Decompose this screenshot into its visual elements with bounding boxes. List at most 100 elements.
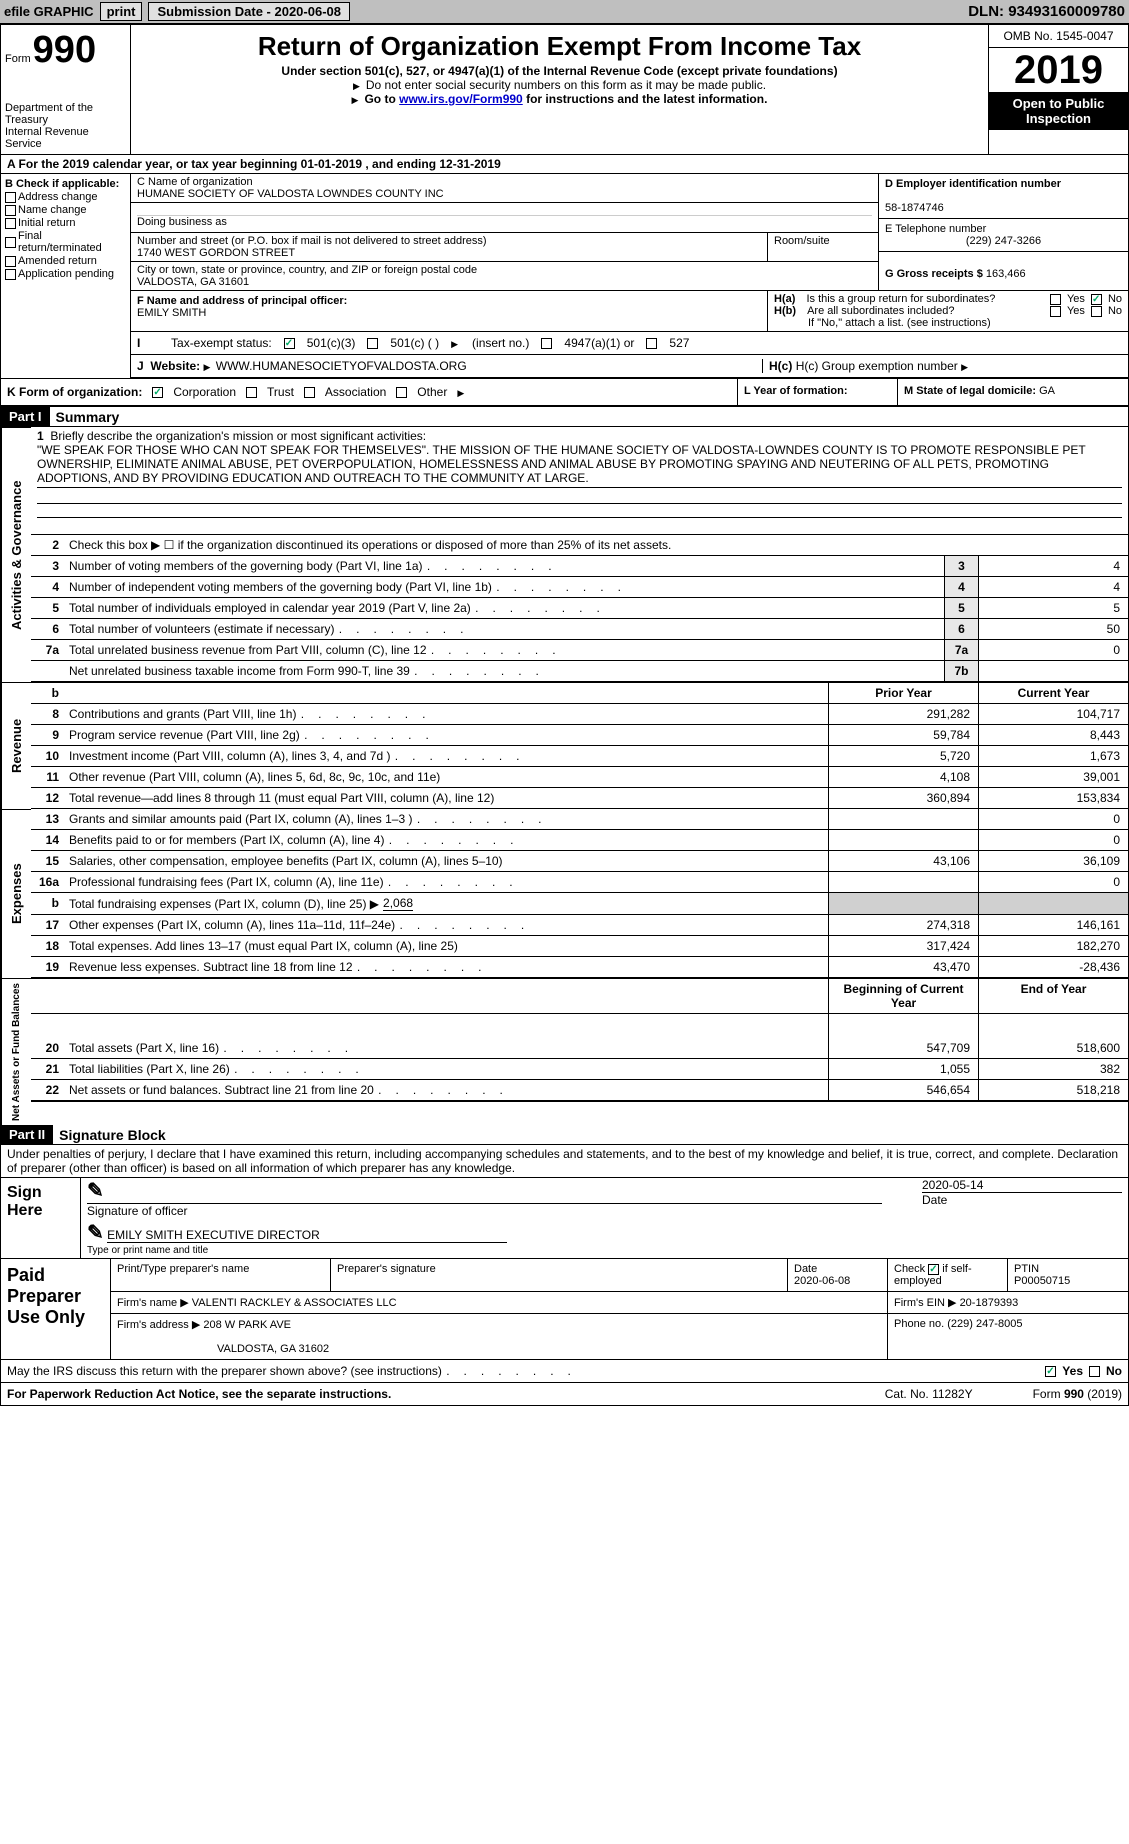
checkbox[interactable]	[646, 338, 657, 349]
line-14: 14Benefits paid to or for members (Part …	[31, 830, 1128, 851]
form-number: 990	[33, 29, 96, 72]
line-19: 19Revenue less expenses. Subtract line 1…	[31, 957, 1128, 978]
checkbox[interactable]	[5, 205, 16, 216]
line-16b: b Total fundraising expenses (Part IX, c…	[31, 893, 1128, 915]
arrow-icon	[352, 92, 361, 106]
line-13: 13Grants and similar amounts paid (Part …	[31, 809, 1128, 830]
dba-field: Doing business as	[131, 203, 878, 233]
line-8: 8Contributions and grants (Part VIII, li…	[31, 704, 1128, 725]
checkbox[interactable]	[246, 387, 257, 398]
checkbox[interactable]	[5, 218, 16, 229]
row-i-tax-status: I Tax-exempt status: 501(c)(3) 501(c) ( …	[131, 332, 1128, 355]
checkbox[interactable]	[304, 387, 315, 398]
self-employed-checkbox[interactable]	[928, 1264, 939, 1275]
checkbox[interactable]	[5, 192, 16, 203]
checkbox[interactable]	[396, 387, 407, 398]
goto-post: for instructions and the latest informat…	[526, 92, 767, 106]
line-5: 5Total number of individuals employed in…	[31, 598, 1128, 619]
dept-label: Department of the Treasury Internal Reve…	[5, 102, 126, 150]
checkbox[interactable]	[5, 237, 16, 248]
city-field: City or town, state or province, country…	[131, 262, 878, 290]
line-3: 3Number of voting members of the governi…	[31, 556, 1128, 577]
box-e-telephone: E Telephone number (229) 247-3266	[879, 219, 1128, 252]
prior-current-header: b Prior Year Current Year	[31, 682, 1128, 704]
box-f-officer: F Name and address of principal officer:…	[131, 291, 768, 331]
box-d-ein: D Employer identification number 58-1874…	[879, 174, 1128, 219]
checkbox[interactable]	[367, 338, 378, 349]
line-7a: 7aTotal unrelated business revenue from …	[31, 640, 1128, 661]
omb-label: OMB No. 1545-0047	[989, 25, 1128, 48]
header-right: OMB No. 1545-0047 2019 Open to Public In…	[988, 25, 1128, 154]
footer-row: For Paperwork Reduction Act Notice, see …	[1, 1383, 1128, 1405]
row-a-tax-year: A For the 2019 calendar year, or tax yea…	[1, 155, 1128, 174]
header-center: Return of Organization Exempt From Incom…	[131, 25, 988, 154]
row-j-website: J Website: WWW.HUMANESOCIETYOFVALDOSTA.O…	[131, 355, 1128, 378]
line-22: 22Net assets or fund balances. Subtract …	[31, 1080, 1128, 1102]
arrow-icon	[353, 78, 362, 92]
efile-label: efile GRAPHIC	[4, 4, 94, 19]
header-left: Form 990 Department of the Treasury Inte…	[1, 25, 131, 154]
form-header: Form 990 Department of the Treasury Inte…	[1, 25, 1128, 155]
address-field: Number and street (or P.O. box if mail i…	[131, 233, 768, 261]
checkbox[interactable]	[1089, 1366, 1100, 1377]
box-m: M State of legal domicile: GA	[898, 379, 1128, 405]
checkbox[interactable]	[1045, 1366, 1056, 1377]
paid-preparer-section: Paid Preparer Use Only Print/Type prepar…	[1, 1259, 1128, 1360]
row-klm: K Form of organization: Corporation Trus…	[1, 379, 1128, 407]
line-2: 2 Check this box ▶ ☐ if the organization…	[31, 535, 1128, 556]
form-prefix: Form	[5, 53, 31, 65]
top-bar: efile GRAPHIC print Submission Date - 20…	[0, 0, 1129, 24]
checkbox[interactable]	[1091, 294, 1102, 305]
submission-date-label: Submission Date - 2020-06-08	[148, 2, 350, 21]
discuss-with-preparer: May the IRS discuss this return with the…	[1, 1360, 1128, 1383]
part-2-header: Part II Signature Block	[1, 1125, 1128, 1145]
room-suite-field: Room/suite	[768, 233, 878, 261]
vtab-net-assets: Net Assets or Fund Balances	[1, 978, 31, 1125]
line-4: 4Number of independent voting members of…	[31, 577, 1128, 598]
line-16a: 16aProfessional fundraising fees (Part I…	[31, 872, 1128, 893]
line-7b: Net unrelated business taxable income fr…	[31, 661, 1128, 682]
beg-end-header: Beginning of Current Year End of Year	[31, 978, 1128, 1014]
checkbox[interactable]	[1050, 294, 1061, 305]
line-21: 21Total liabilities (Part X, line 26) 1,…	[31, 1059, 1128, 1080]
line-20: 20Total assets (Part X, line 16) 547,709…	[31, 1038, 1128, 1059]
line-9: 9Program service revenue (Part VIII, lin…	[31, 725, 1128, 746]
checkbox[interactable]	[1091, 306, 1102, 317]
part-1-header: Part I Summary	[1, 407, 1128, 427]
box-h: H(a) Is this a group return for subordin…	[768, 291, 1128, 331]
box-c-wrap: C Name of organization HUMANE SOCIETY OF…	[131, 174, 1128, 378]
form-title: Return of Organization Exempt From Incom…	[135, 31, 984, 62]
tax-year: 2019	[989, 48, 1128, 92]
org-name-field: C Name of organization HUMANE SOCIETY OF…	[131, 174, 878, 203]
line-11: 11Other revenue (Part VIII, column (A), …	[31, 767, 1128, 788]
irs-link[interactable]: www.irs.gov/Form990	[399, 92, 523, 106]
dln-label: DLN: 93493160009780	[968, 3, 1125, 20]
ssn-note: Do not enter social security numbers on …	[366, 78, 766, 92]
sign-here-label: Sign Here	[1, 1178, 81, 1258]
goto-pre: Go to	[364, 92, 399, 106]
form-990-frame: Form 990 Department of the Treasury Inte…	[0, 24, 1129, 1406]
checkbox[interactable]	[5, 256, 16, 267]
print-button[interactable]: print	[100, 2, 143, 21]
signature-section: Under penalties of perjury, I declare th…	[1, 1145, 1128, 1383]
line-10: 10Investment income (Part VIII, column (…	[31, 746, 1128, 767]
open-inspection-label: Open to Public Inspection	[989, 92, 1128, 130]
vtab-revenue: Revenue	[1, 682, 31, 809]
vtab-governance: Activities & Governance	[1, 427, 31, 682]
line-12: 12Total revenue—add lines 8 through 11 (…	[31, 788, 1128, 809]
checkbox[interactable]	[1050, 306, 1061, 317]
section-b-through-g: B Check if applicable: Address change Na…	[1, 174, 1128, 379]
box-b: B Check if applicable: Address change Na…	[1, 174, 131, 378]
line-1-mission: 1 Briefly describe the organization's mi…	[31, 427, 1128, 535]
checkbox[interactable]	[5, 269, 16, 280]
line-15: 15Salaries, other compensation, employee…	[31, 851, 1128, 872]
checkbox[interactable]	[541, 338, 552, 349]
box-k: K Form of organization: Corporation Trus…	[1, 379, 738, 405]
line-18: 18Total expenses. Add lines 13–17 (must …	[31, 936, 1128, 957]
line-17: 17Other expenses (Part IX, column (A), l…	[31, 915, 1128, 936]
box-g-gross-receipts: G Gross receipts $ 163,466	[879, 252, 1128, 284]
checkbox[interactable]	[152, 387, 163, 398]
box-l: L Year of formation:	[738, 379, 898, 405]
checkbox[interactable]	[284, 338, 295, 349]
vtab-expenses: Expenses	[1, 809, 31, 978]
